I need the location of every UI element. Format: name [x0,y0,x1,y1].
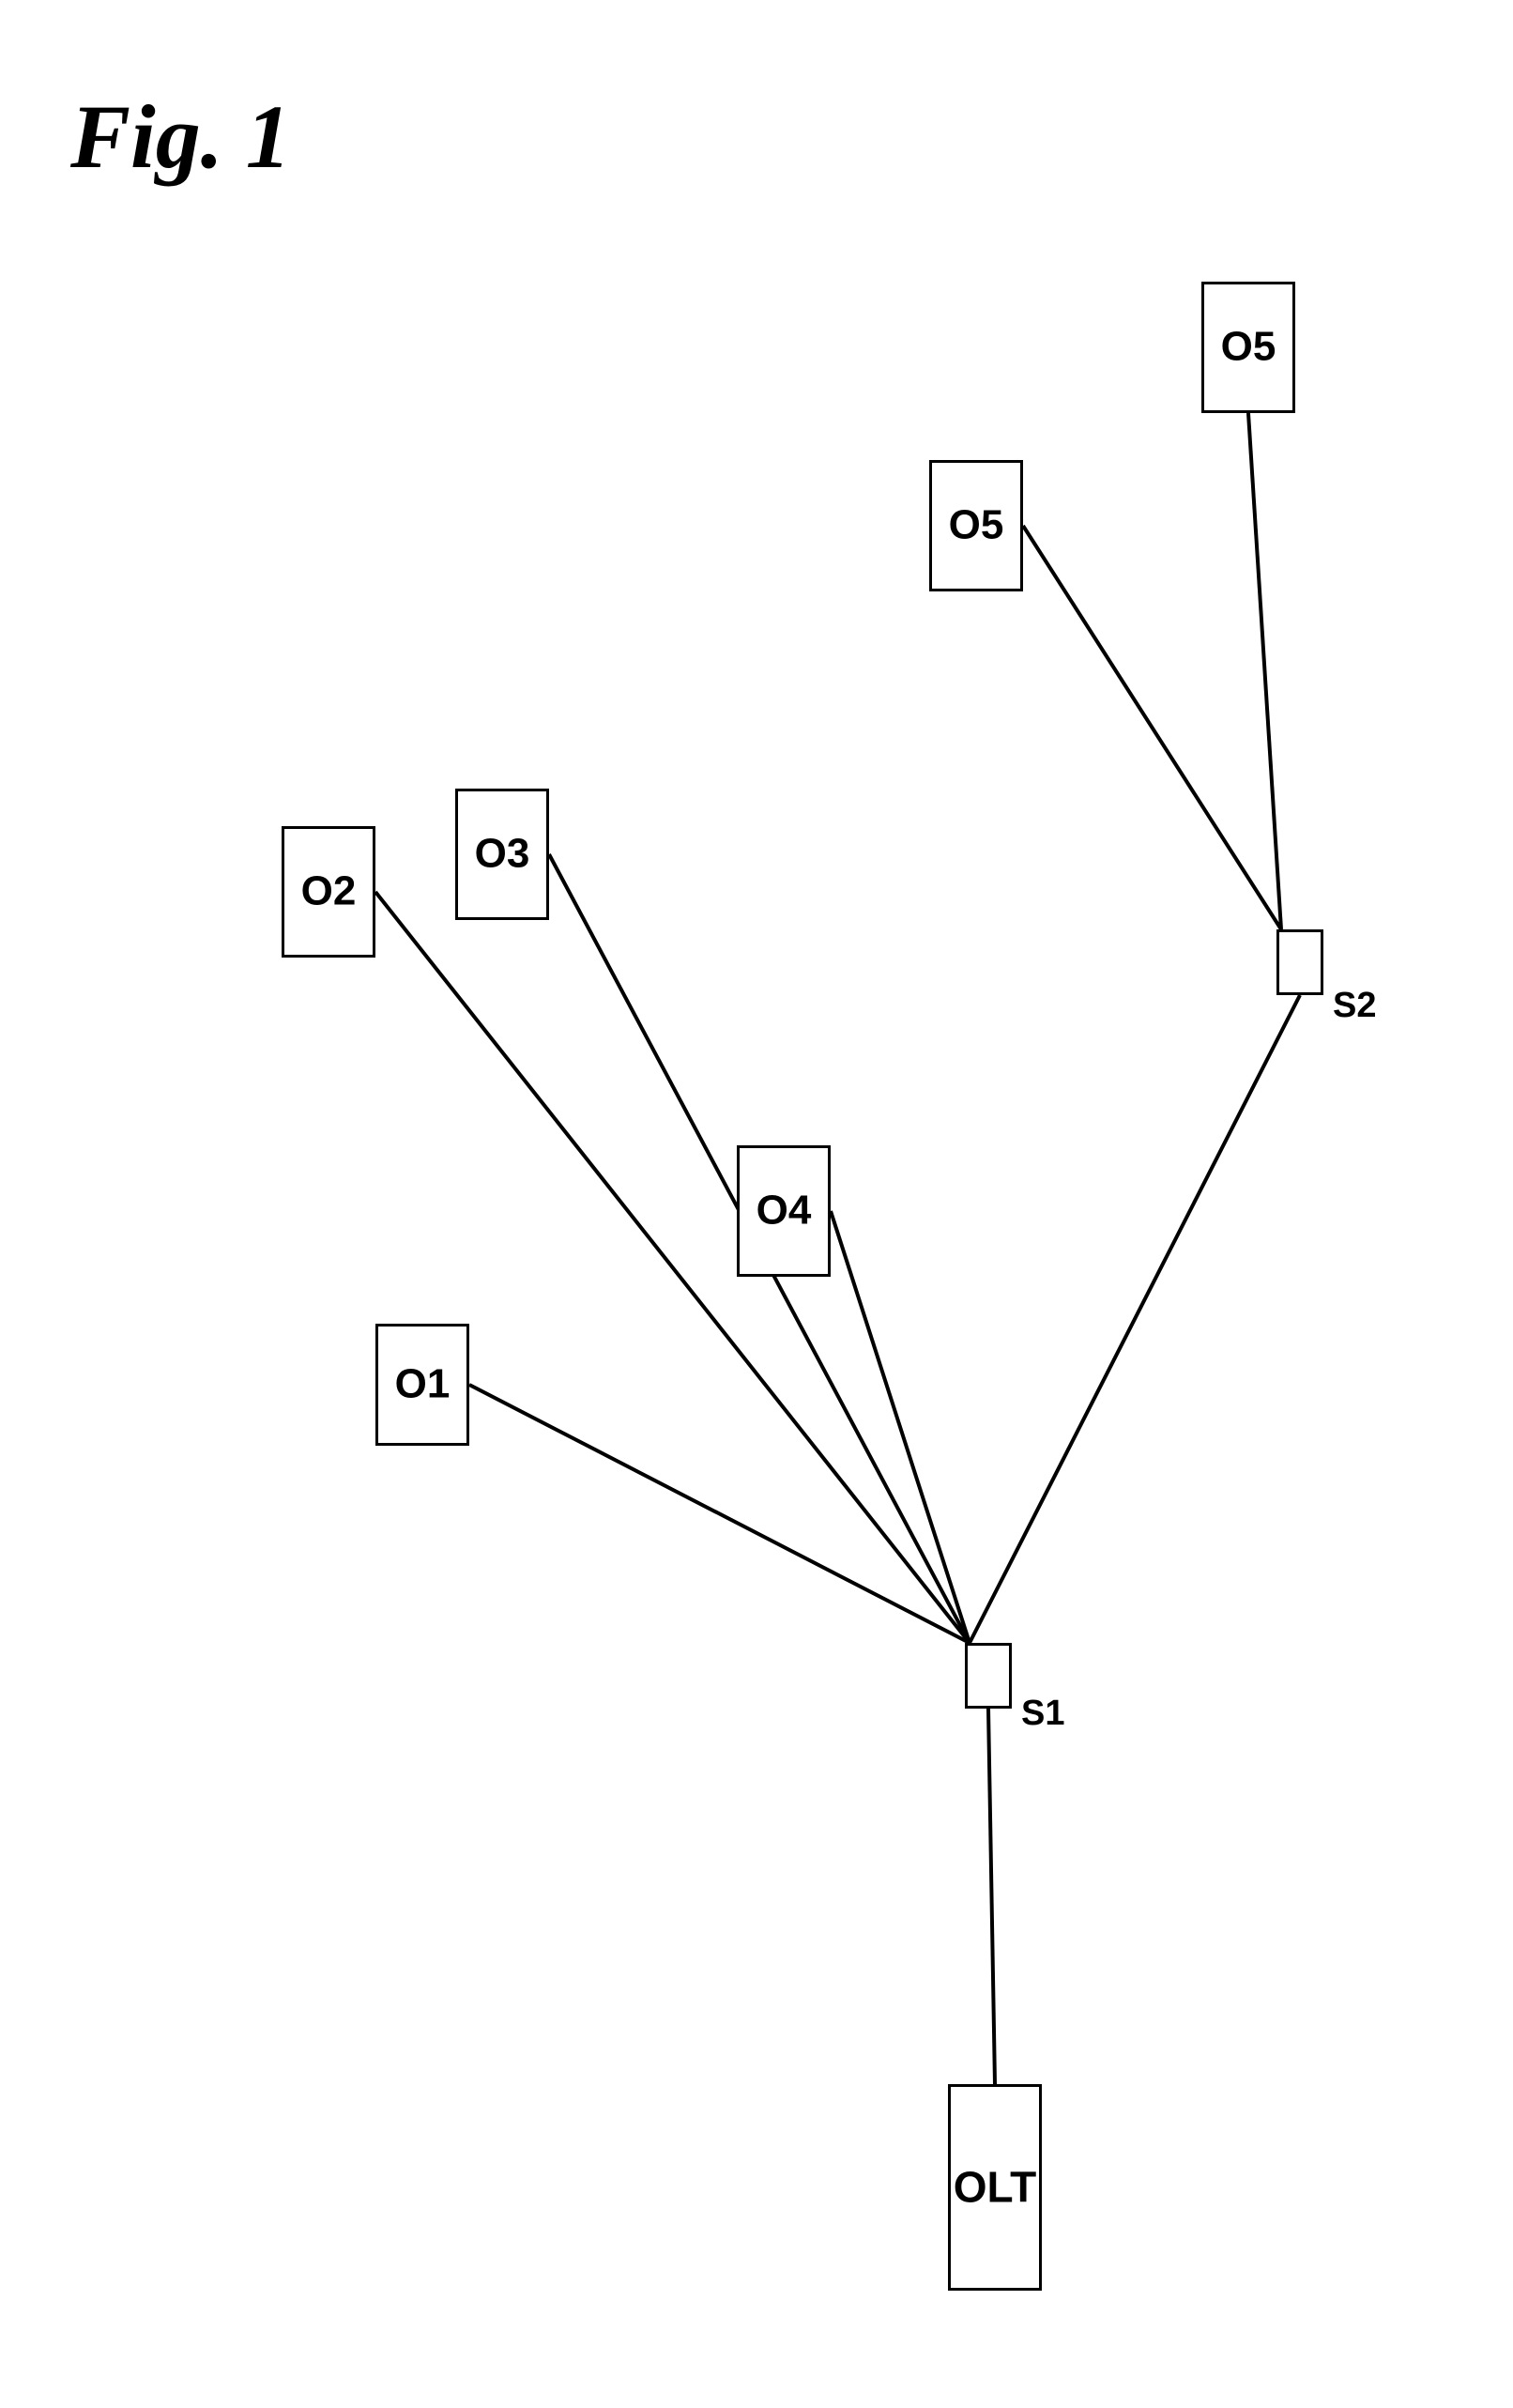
node-label-o2: O2 [301,868,357,915]
node-label-o4: O4 [756,1188,812,1235]
edge-olt-s1 [988,1709,995,2084]
node-label-o1: O1 [395,1361,451,1408]
node-label-o5a: O5 [949,502,1004,549]
edge-s2-o5a [1023,526,1281,929]
edge-s1-o1 [469,1385,970,1643]
edge-s1-s2 [970,995,1300,1643]
edge-s2-o5b [1248,413,1281,929]
node-s1 [965,1643,1012,1709]
node-label-s2: S2 [1333,986,1376,1026]
node-o5a: O5 [929,460,1023,591]
node-o3: O3 [455,789,549,920]
node-label-s1: S1 [1021,1694,1064,1734]
node-o5b: O5 [1201,282,1295,413]
node-label-o5b: O5 [1221,324,1276,371]
node-o4: O4 [737,1145,831,1277]
node-label-o3: O3 [475,831,530,878]
node-label-olt: OLT [954,2162,1037,2213]
edge-s1-o2 [375,892,970,1643]
node-o2: O2 [282,826,375,958]
network-diagram: OLT S1 S2 O1 O2 O3 O4 O5 O5 [0,113,1513,2366]
node-o1: O1 [375,1324,469,1446]
node-s2 [1276,929,1323,995]
edge-s1-o4 [831,1211,970,1643]
node-olt: OLT [948,2084,1042,2291]
